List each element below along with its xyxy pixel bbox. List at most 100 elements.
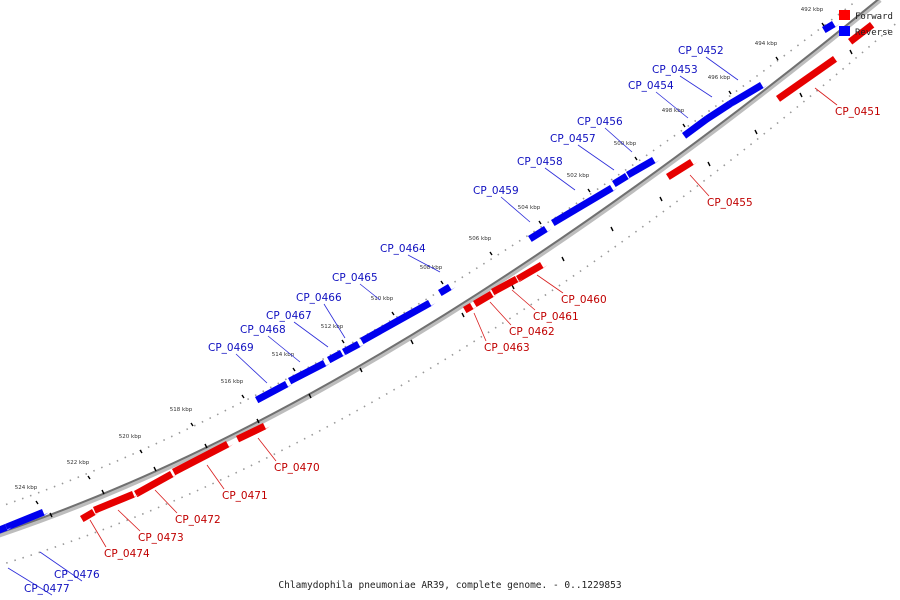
- forward-leader-line: [257, 437, 277, 462]
- forward-gene-label[interactable]: CP_0470: [274, 462, 320, 474]
- gene-CP_0451[interactable]: [776, 56, 842, 102]
- forward-gene-label[interactable]: CP_0474: [104, 548, 150, 560]
- forward-gene-label[interactable]: CP_0461: [533, 311, 579, 323]
- forward-gene-label[interactable]: CP_0471: [222, 490, 268, 502]
- reverse-gene-label[interactable]: CP_0468: [240, 324, 286, 336]
- reverse-leader-line: [323, 303, 346, 339]
- reverse-gene-label[interactable]: CP_0477: [24, 583, 70, 595]
- gene-CP_0476[interactable]: [5, 509, 49, 531]
- scale-tick-mark: [87, 475, 91, 480]
- scale-tick-mark: [35, 500, 39, 505]
- forward-gene-label[interactable]: CP_0451: [835, 106, 881, 118]
- legend-reverse-label: Reverse: [855, 28, 893, 38]
- gene-body: [80, 509, 96, 523]
- gene-CP_0458[interactable]: [551, 185, 618, 227]
- reverse-leader-line: [705, 56, 739, 81]
- gene-fwd-edge[interactable]: [848, 22, 879, 45]
- gene-CP_0473[interactable]: [93, 491, 139, 514]
- gene-body: [682, 116, 710, 139]
- forward-leader-line: [814, 87, 838, 106]
- gene-CP_0465[interactable]: [360, 300, 436, 345]
- forward-gene-label[interactable]: CP_0462: [509, 326, 555, 338]
- gene-CP_0462[interactable]: [473, 291, 498, 308]
- gene-body: [612, 173, 629, 187]
- gene-CP_0461[interactable]: [491, 276, 523, 296]
- gene-CP_0468[interactable]: [288, 360, 331, 385]
- gene-CP_0467[interactable]: [327, 350, 348, 364]
- scale-tick-label: 504 kbp: [518, 205, 541, 211]
- scale-ticks: 492 kbp 494 kbp 496 kbp 498 kbp 500 kbp 502 k…: [15, 7, 853, 518]
- forward-gene-label[interactable]: CP_0455: [707, 197, 753, 209]
- scale-tick-mark: [139, 449, 143, 454]
- reverse-gene-label[interactable]: CP_0454: [628, 80, 674, 92]
- gene-CP_0454[interactable]: [682, 116, 714, 139]
- reverse-gene-label[interactable]: CP_0453: [652, 64, 698, 76]
- forward-leader-line: [206, 464, 225, 490]
- reverse-gene-label[interactable]: CP_0457: [550, 133, 596, 145]
- genome-backbone: [0, 0, 880, 534]
- reverse-gene-label[interactable]: CP_0452: [678, 45, 724, 57]
- reverse-gene-label[interactable]: CP_0469: [208, 342, 254, 354]
- gene-top-face: [852, 24, 879, 45]
- gene-rev-edge[interactable]: [822, 21, 840, 34]
- gene-CP_0453[interactable]: [705, 101, 736, 122]
- forward-gene-label[interactable]: CP_0472: [175, 514, 221, 526]
- gene-CP_0469[interactable]: [255, 381, 293, 404]
- scale-tick-mark: [775, 56, 779, 61]
- gene-CP_0464[interactable]: [438, 284, 456, 297]
- gene-CP_0470[interactable]: [236, 423, 271, 443]
- scale-tick-mark: [587, 188, 591, 193]
- gene-features: [0, 21, 879, 536]
- gene-CP_0466[interactable]: [342, 341, 365, 356]
- reverse-gene-label[interactable]: CP_0464: [380, 243, 426, 255]
- gene-body: [516, 262, 544, 283]
- gene-CP_0477[interactable]: [0, 524, 12, 536]
- gene-body: [5, 509, 45, 531]
- inner-tick-mark: [610, 226, 614, 232]
- scale-tick-mark: [341, 339, 345, 344]
- gene-CP_0455[interactable]: [666, 159, 698, 180]
- gene-body: [360, 300, 432, 345]
- inner-tick-mark: [308, 393, 312, 399]
- legend-forward-swatch: [839, 10, 850, 20]
- genome-caption: Chlamydophila pneumoniae AR39, complete …: [278, 580, 621, 591]
- reverse-gene-label[interactable]: CP_0465: [332, 272, 378, 284]
- forward-gene-label[interactable]: CP_0473: [138, 532, 184, 544]
- forward-gene-label[interactable]: CP_0460: [561, 294, 607, 306]
- reverse-gene-label[interactable]: CP_0467: [266, 310, 312, 322]
- reverse-gene-label[interactable]: CP_0466: [296, 292, 342, 304]
- gene-body: [705, 101, 732, 122]
- reverse-gene-label[interactable]: CP_0458: [517, 156, 563, 168]
- inner-tick-mark: [153, 466, 157, 472]
- scale-tick-mark: [292, 367, 296, 372]
- reverse-leader-line: [655, 91, 689, 119]
- reverse-gene-label[interactable]: CP_0476: [54, 569, 100, 581]
- gene-body: [93, 491, 135, 514]
- gene-CP_0457[interactable]: [612, 173, 633, 187]
- gene-CP_0452[interactable]: [728, 82, 768, 108]
- gene-CP_0459[interactable]: [528, 226, 552, 242]
- gene-body: [327, 350, 344, 364]
- reverse-leader-line: [500, 196, 531, 223]
- legend-forward-label: Forward: [855, 12, 893, 22]
- gene-CP_0474[interactable]: [80, 509, 100, 523]
- inner-tick-mark: [410, 339, 414, 345]
- scale-tick-label: 516 kbp: [221, 379, 244, 385]
- gene-CP_0472[interactable]: [134, 471, 178, 498]
- forward-gene-label[interactable]: CP_0463: [484, 342, 530, 354]
- inner-tick-mark: [561, 256, 565, 262]
- scale-tick-mark: [682, 123, 686, 128]
- gene-CP_0463[interactable]: [463, 303, 478, 314]
- reverse-gene-label[interactable]: CP_0456: [577, 116, 623, 128]
- scale-tick-label: 510 kbp: [371, 296, 394, 302]
- reverse-gene-label[interactable]: CP_0459: [473, 185, 519, 197]
- gene-CP_0456[interactable]: [626, 157, 660, 179]
- inner-tick-mark: [256, 418, 260, 424]
- gene-body: [626, 157, 656, 179]
- scale-tick-label: 512 kbp: [321, 324, 344, 330]
- gene-CP_0471[interactable]: [172, 441, 234, 476]
- gene-body: [528, 226, 548, 242]
- inner-tick-mark: [707, 161, 711, 167]
- gene-CP_0460[interactable]: [516, 262, 548, 283]
